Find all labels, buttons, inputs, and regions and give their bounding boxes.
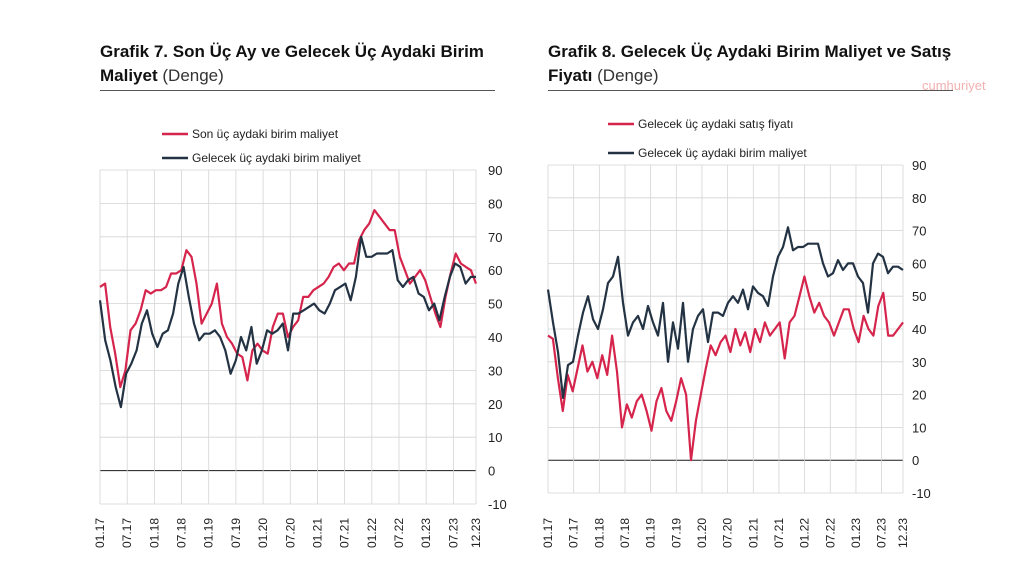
chart-title-7: Grafik 7. Son Üç Ay ve Gelecek Üç Aydaki… [100,40,500,88]
x-tick-label: 07.18 [618,518,632,548]
x-tick-label: 07.17 [567,518,581,548]
x-tick-label: 01.17 [541,518,555,548]
x-tick-label: 07.22 [823,518,837,548]
y-tick-label: 80 [488,196,502,211]
x-tick-label: 01.22 [798,518,812,548]
x-tick-label: 01.22 [365,518,379,548]
y-tick-label: 40 [488,330,502,345]
x-tick-label: 07.19 [229,518,243,548]
x-tick-label: 07.21 [772,518,786,548]
y-tick-label: 0 [488,464,495,479]
y-tick-label: 70 [488,230,502,245]
y-tick-label: -10 [912,486,931,501]
y-tick-label: 20 [912,388,926,403]
chart-8: 90 80 70 60 50 40 30 20 10 0 -10 01.17 07.17 01.18 07.… [541,117,931,548]
x-tick-label: 01.19 [644,518,658,548]
watermark: cumhuriyet [922,78,986,93]
x-tick-label: 07.20 [721,518,735,548]
y-tick-label: 20 [488,397,502,412]
x-tick-label: 01.20 [256,518,270,548]
x-tick-label: 01.23 [419,518,433,548]
y-tick-label: 30 [912,355,926,370]
y-tick-label: 80 [912,191,926,206]
x-tick-label: 07.19 [669,518,683,548]
x-tick-label: 12.23 [896,518,910,548]
y-tick-label: 60 [488,263,502,278]
y-tick-label: 40 [912,322,926,337]
y-tick-label: 10 [488,430,502,445]
series-line-2 [546,226,904,399]
chart-panel-8: Grafik 8. Gelecek Üç Aydaki Birim Maliye… [512,0,1024,576]
x-tick-label: 07.23 [446,518,460,548]
x-tick-label: 01.21 [746,518,760,548]
y-tick-label: 0 [912,453,919,468]
y-tick-label: 70 [912,224,926,239]
y-tick-label: -10 [488,497,507,512]
series-line-1 [547,275,904,462]
chart-title-8-sub: (Denge) [597,66,659,85]
x-tick-label: 01.19 [202,518,216,548]
x-tick-label: 07.21 [338,518,352,548]
x-tick-label: 07.22 [392,518,406,548]
legend-label-2: Gelecek üç aydaki birim maliyet [638,146,807,160]
x-tick-label: 01.21 [310,518,324,548]
title-rule-8 [548,90,953,91]
x-tick-label: 07.18 [175,518,189,548]
y-tick-label: 10 [912,420,926,435]
x-tick-label: 07.20 [283,518,297,548]
x-tick-label: 01.20 [695,518,709,548]
x-tick-label: 01.23 [849,518,863,548]
series-line-2 [98,235,476,409]
y-tick-label: 90 [488,163,502,178]
legend-label-1: Son üç aydaki birim maliyet [192,127,339,141]
y-tick-label: 50 [488,297,502,312]
legend-label-2: Gelecek üç aydaki birim maliyet [192,151,361,165]
x-tick-label: 07.17 [120,518,134,548]
y-tick-label: 90 [912,158,926,173]
x-tick-label: 12.23 [469,518,483,548]
y-tick-label: 60 [912,256,926,271]
x-tick-label: 01.17 [93,518,107,548]
chart-title-8-bold: Grafik 8. Gelecek Üç Aydaki Birim Maliye… [548,42,952,85]
chart-7: 90 80 70 60 50 40 30 20 10 0 -10 01.17 07.17 01.18 07.… [93,127,507,548]
x-tick-label: 01.18 [147,518,161,548]
title-rule-7 [100,90,495,91]
chart-title-7-sub: (Denge) [162,66,224,85]
chart-panel-7: Grafik 7. Son Üç Ay ve Gelecek Üç Aydaki… [93,40,507,548]
chart-title-7-bold: Grafik 7. Son Üç Ay ve Gelecek Üç Aydaki… [100,42,484,85]
legend-label-1: Gelecek üç aydaki satış fiyatı [638,117,793,131]
x-tick-label: 01.18 [592,518,606,548]
y-tick-label: 50 [912,289,926,304]
x-tick-label: 07.23 [875,518,889,548]
chart-title-8: Grafik 8. Gelecek Üç Aydaki Birim Maliye… [548,40,968,88]
y-tick-label: 30 [488,363,502,378]
